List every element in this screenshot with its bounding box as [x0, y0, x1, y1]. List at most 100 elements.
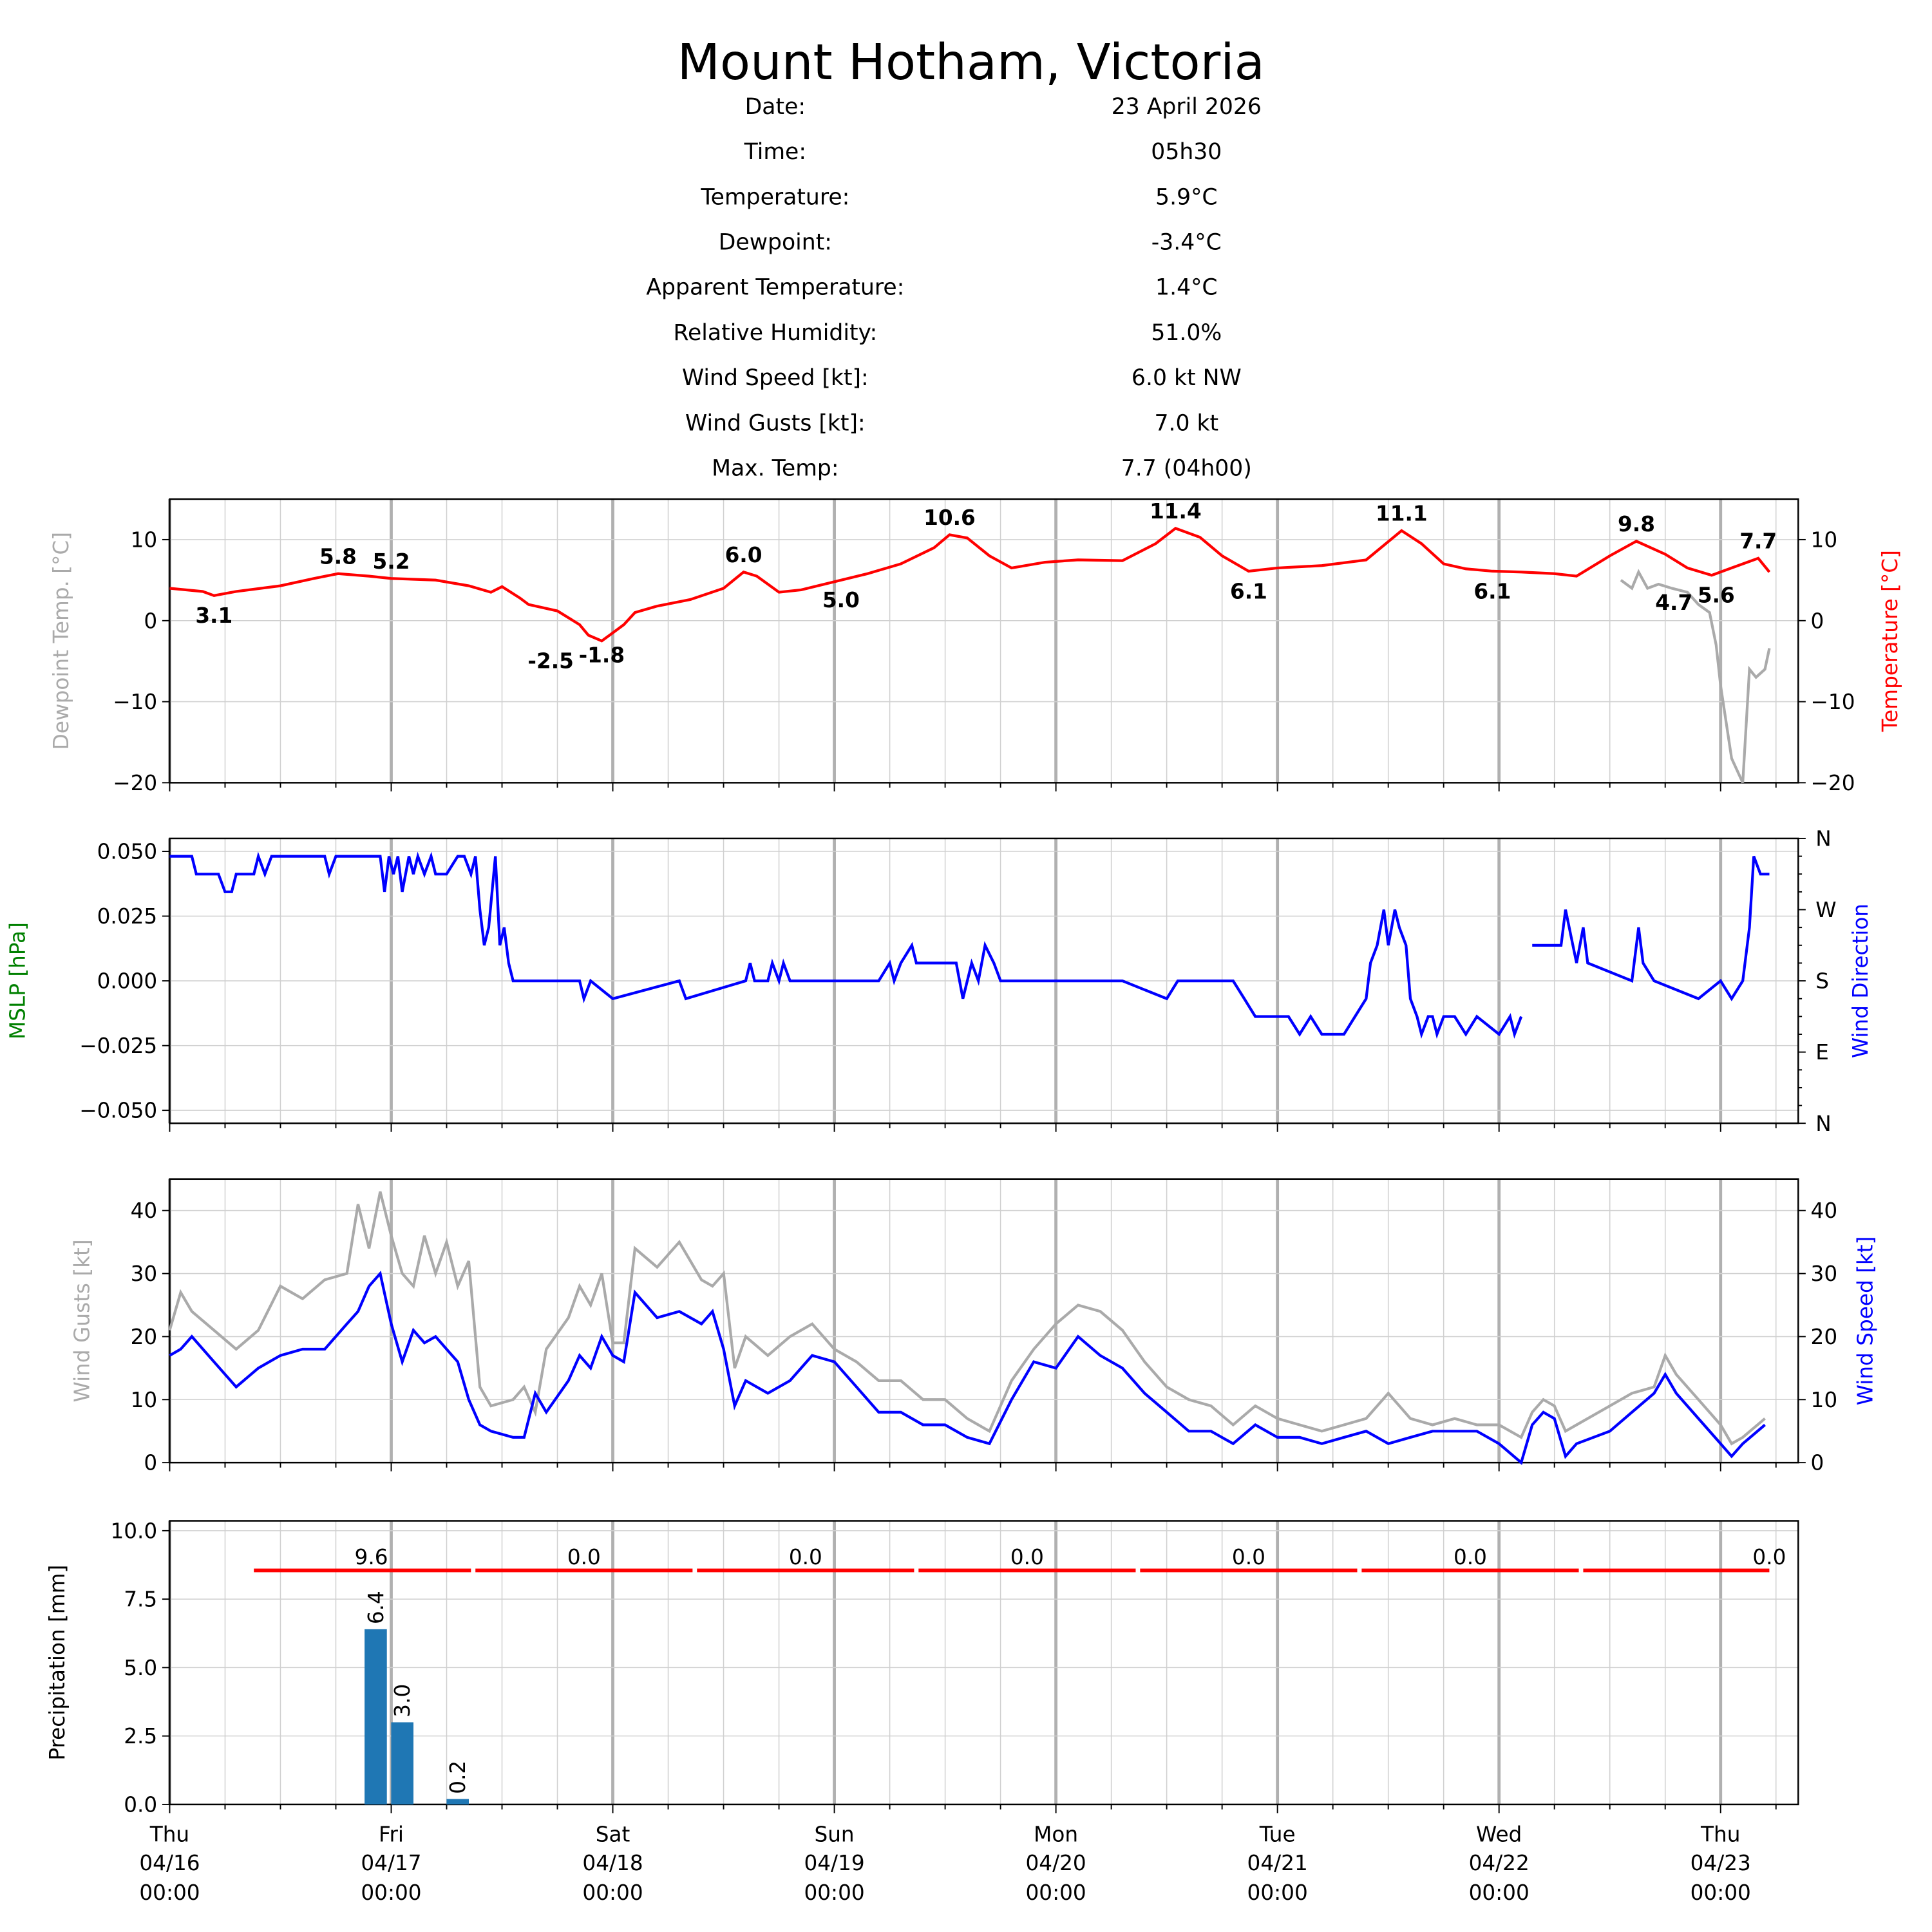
y-tick-label: 10	[131, 1388, 158, 1412]
y-axis-label: Dewpoint Temp. [°C]	[49, 532, 73, 750]
temperature-line	[169, 526, 1771, 643]
x-tick-day: Sat	[596, 1823, 630, 1847]
info-label: Relative Humidity:	[674, 320, 878, 346]
y-axis-label-right: Temperature [°C]	[1878, 550, 1902, 732]
temp-extreme-label: 10.6	[923, 506, 976, 530]
x-tick-date: 04/22	[1469, 1851, 1530, 1875]
y-tick-label-right: 40	[1811, 1198, 1838, 1223]
temp-extreme-label: -1.8	[579, 643, 625, 668]
info-value: 1.4°C	[1155, 275, 1218, 301]
wind-direction-line	[169, 851, 1523, 1039]
info-label: Dewpoint:	[719, 230, 832, 256]
y-tick-label: 10.0	[110, 1519, 157, 1543]
y-tick-label: −10	[113, 690, 157, 714]
info-value: 5.9°C	[1155, 184, 1218, 210]
y-tick-label: 2.5	[124, 1724, 157, 1748]
x-tick-day: Wed	[1476, 1823, 1522, 1847]
panel-3: 0 0 10 10 20 20 30 30 40 40 Wind Gusts [kt] Wind Sp…	[70, 1178, 1878, 1475]
y-axis-label: MSLP [hPa]	[5, 922, 30, 1039]
x-tick-time: 00:00	[139, 1880, 200, 1905]
y-tick-label-right: N	[1815, 826, 1831, 851]
axes-frame	[169, 1178, 1799, 1464]
y-tick-label: 0.000	[97, 969, 158, 994]
info-value: 7.7 (04h00)	[1121, 455, 1252, 481]
chart-title: Mount Hotham, Victoria	[677, 34, 1265, 91]
precip-bar-label: 3.0	[390, 1684, 415, 1718]
axes-frame	[169, 498, 1799, 784]
y-tick-label: 20	[131, 1325, 158, 1349]
y-tick-label-right: −20	[1811, 771, 1855, 795]
y-tick-label-right: E	[1815, 1040, 1829, 1065]
y-tick-label: 0.0	[124, 1792, 157, 1817]
temp-extreme-label: 5.8	[319, 544, 357, 569]
temp-extreme-label: 4.7	[1655, 591, 1692, 615]
y-tick-label-right: 30	[1811, 1262, 1838, 1286]
y-tick-label: −20	[113, 771, 157, 795]
daily-total-label: 0.0	[789, 1545, 822, 1569]
axes-frame	[169, 1520, 1799, 1806]
info-value: 7.0 kt	[1154, 410, 1218, 436]
panel-2: 0.050 0.025 0.000 −0.025 −0.050 MSLP [hPa] Win…	[5, 826, 1873, 1135]
plots: −20 −20 −10 −10 0 0 10 10 Dewpoint Temp. [°C] Tem…	[5, 498, 1902, 1905]
temp-extreme-label: 5.2	[373, 549, 410, 574]
temp-extreme-label: 3.1	[195, 603, 232, 628]
wind-gusts-line	[168, 1191, 1766, 1446]
y-tick-label: 0	[144, 609, 157, 633]
temp-extreme-label: 6.0	[725, 543, 762, 567]
x-tick-day: Sun	[814, 1823, 854, 1847]
y-tick-label-right: 0	[1811, 1451, 1824, 1475]
daily-total-label: 0.0	[1232, 1545, 1265, 1569]
y-tick-label-right: W	[1815, 898, 1836, 922]
x-tick-day: Mon	[1034, 1823, 1078, 1847]
info-value: 05h30	[1151, 139, 1222, 165]
daily-total-label: 0.0	[567, 1545, 601, 1569]
wind-speed-line	[169, 1270, 1766, 1465]
temp-extreme-label: 7.7	[1739, 529, 1777, 553]
daily-total-label: 0.0	[1752, 1545, 1786, 1569]
x-tick-day: Tue	[1259, 1823, 1296, 1847]
precip-bar	[365, 1629, 387, 1804]
x-tick-time: 00:00	[1469, 1880, 1530, 1905]
info-label: Time:	[744, 139, 806, 165]
info-value: 51.0%	[1151, 320, 1222, 346]
y-tick-label: 30	[131, 1262, 158, 1286]
x-tick-date: 04/18	[582, 1851, 643, 1875]
y-tick-label-right: 20	[1811, 1325, 1838, 1349]
info-value: -3.4°C	[1151, 230, 1222, 256]
x-tick-date: 04/23	[1690, 1851, 1751, 1875]
y-axis-label: Precipitation [mm]	[45, 1565, 70, 1761]
x-tick-time: 00:00	[804, 1880, 864, 1905]
y-tick-label: 0	[144, 1451, 157, 1475]
temp-extreme-label: 6.1	[1230, 579, 1267, 603]
info-label: Apparent Temperature:	[646, 275, 904, 301]
x-tick-date: 04/21	[1247, 1851, 1308, 1875]
y-tick-label: 5.0	[124, 1656, 157, 1680]
y-tick-label: 0.025	[97, 904, 158, 929]
wind-direction-line	[1532, 855, 1770, 1001]
precip-bar	[446, 1799, 469, 1804]
info-label: Max. Temp:	[712, 455, 838, 481]
temp-extreme-label: 5.6	[1698, 583, 1735, 608]
y-tick-label: 0.050	[97, 840, 158, 864]
info-label: Wind Gusts [kt]:	[685, 410, 866, 436]
temp-extreme-label: 11.4	[1150, 499, 1202, 524]
daily-total-label: 0.0	[1010, 1545, 1044, 1569]
y-axis-label: Wind Gusts [kt]	[70, 1239, 94, 1402]
x-tick-date: 04/20	[1026, 1851, 1086, 1875]
y-tick-label-right: N	[1815, 1112, 1831, 1136]
precip-bar-label: 0.2	[446, 1761, 470, 1794]
info-label: Wind Speed [kt]:	[682, 365, 869, 391]
y-tick-label-right: 10	[1811, 1388, 1838, 1412]
temp-extreme-label: 6.1	[1473, 579, 1511, 603]
dewpoint-line	[1620, 569, 1771, 784]
temp-extreme-label: 9.8	[1618, 512, 1655, 536]
info-table: Date: 23 April 2026 Time: 05h30 Temperature:…	[646, 94, 1262, 482]
x-tick-date: 04/19	[804, 1851, 864, 1875]
y-tick-label: −0.025	[79, 1034, 157, 1058]
y-tick-label: 40	[131, 1198, 158, 1223]
precip-bar-label: 6.4	[364, 1591, 388, 1624]
panel-1: −20 −20 −10 −10 0 0 10 10 Dewpoint Temp. [°C] Tem…	[49, 498, 1902, 795]
x-tick-day: Thu	[1700, 1823, 1740, 1847]
x-tick-time: 00:00	[1690, 1880, 1751, 1905]
